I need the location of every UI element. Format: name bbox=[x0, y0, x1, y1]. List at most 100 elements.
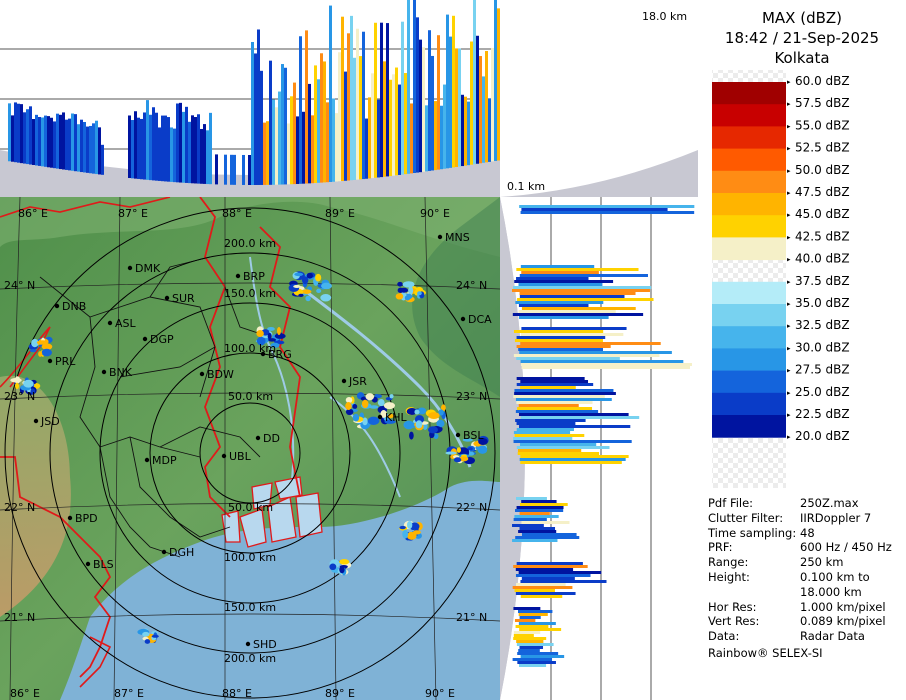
profile-echo bbox=[518, 413, 629, 416]
city-marker bbox=[67, 515, 73, 521]
profile-echo bbox=[95, 120, 98, 175]
echo-cell bbox=[14, 376, 21, 384]
profile-echo bbox=[516, 640, 544, 643]
echo-cell bbox=[315, 273, 322, 282]
echo-cell bbox=[361, 399, 369, 409]
profile-echo bbox=[62, 112, 65, 170]
profile-echo bbox=[428, 30, 431, 171]
echo-cell bbox=[395, 293, 404, 300]
profile-echo bbox=[398, 84, 401, 175]
profile-echo bbox=[513, 637, 547, 640]
profile-echo bbox=[516, 277, 589, 280]
profile-echo bbox=[516, 583, 566, 586]
lon-label-86-bottom: 86° E bbox=[10, 687, 40, 700]
echo-cell bbox=[142, 631, 150, 637]
city-marker bbox=[47, 358, 53, 364]
profile-echo bbox=[479, 56, 482, 164]
echo-cell bbox=[377, 398, 385, 407]
city-label: DMK bbox=[135, 262, 161, 275]
profile-echo bbox=[155, 112, 158, 181]
profile-echo bbox=[519, 292, 636, 295]
profile-echo bbox=[248, 154, 251, 185]
echo-cell bbox=[339, 565, 345, 574]
city-markers: DMK BRP MNS DNB SUR ASL DGP DCA PRL BNK BDW BRG JSR J… bbox=[33, 231, 492, 651]
profile-echo bbox=[520, 342, 661, 345]
echo-cell bbox=[298, 293, 304, 297]
profile-echo bbox=[311, 115, 314, 184]
profile-echo bbox=[517, 652, 559, 655]
profile-echo bbox=[518, 348, 604, 351]
profile-echo bbox=[516, 497, 547, 500]
color-legend: ▸ 60.0 dBZ ▸ 57.5 dBZ ▸ 55.0 dBZ ▸ 52.5 dBZ ▸ 50.… bbox=[712, 70, 850, 488]
echo-cell bbox=[406, 407, 418, 415]
profile-echo bbox=[516, 357, 620, 360]
lon-label-86-top: 86° E bbox=[18, 207, 48, 220]
profile-echo bbox=[514, 280, 614, 283]
right-profile-svg bbox=[500, 197, 698, 700]
profile-echo bbox=[516, 422, 576, 425]
profile-echo bbox=[520, 265, 595, 268]
profile-echo bbox=[513, 607, 541, 610]
echo-cell bbox=[428, 412, 440, 419]
city-label: ASL bbox=[115, 317, 137, 330]
sea bbox=[60, 480, 500, 700]
profile-echo bbox=[470, 41, 473, 165]
echo-cell bbox=[441, 404, 446, 412]
profile-echo bbox=[152, 107, 155, 181]
right-profile-echoes bbox=[512, 205, 695, 667]
profile-echo bbox=[516, 401, 593, 404]
echo-cell bbox=[467, 447, 473, 451]
profile-echo bbox=[341, 16, 344, 182]
profile-echo bbox=[520, 416, 640, 419]
echo-cell bbox=[320, 282, 332, 290]
echo-cell bbox=[352, 413, 360, 422]
echo-cell bbox=[453, 457, 462, 463]
profile-echo bbox=[185, 106, 188, 183]
city-marker bbox=[255, 435, 261, 441]
echo-cell bbox=[458, 456, 469, 462]
profile-echo bbox=[419, 39, 422, 173]
legend-tick: ▸ bbox=[787, 411, 791, 419]
echo-cell bbox=[399, 525, 406, 530]
city-label: BPD bbox=[75, 512, 98, 525]
profile-echo bbox=[520, 455, 629, 458]
echo-cell bbox=[387, 413, 394, 419]
profile-echo bbox=[206, 130, 209, 185]
profile-echo bbox=[516, 336, 606, 339]
profile-echo bbox=[521, 327, 627, 330]
ring-label-200-north: 200.0 km bbox=[224, 237, 276, 250]
legend-label: 42.5 dBZ bbox=[795, 229, 850, 243]
profile-echo bbox=[513, 565, 588, 568]
profile-echo bbox=[521, 521, 570, 524]
profile-echo bbox=[458, 48, 461, 167]
profile-echo bbox=[482, 76, 485, 163]
profile-echo bbox=[518, 283, 603, 286]
profile-echo bbox=[140, 118, 143, 180]
legend-tick: ▸ bbox=[787, 433, 791, 441]
city-marker bbox=[127, 265, 133, 271]
profile-echo bbox=[254, 53, 257, 185]
legend-swatch bbox=[712, 326, 786, 349]
city-marker bbox=[33, 418, 39, 424]
profile-corner: 18.0 km 0.1 km bbox=[500, 0, 698, 197]
echo-cell bbox=[389, 394, 394, 399]
profile-echo bbox=[514, 339, 603, 342]
profile-echo bbox=[515, 509, 564, 512]
station-label: Kolkata bbox=[774, 49, 830, 67]
city-marker bbox=[235, 273, 241, 279]
echo-cell bbox=[417, 291, 422, 296]
profile-echo bbox=[65, 119, 68, 170]
city-marker bbox=[142, 336, 148, 342]
echo-cell bbox=[345, 408, 354, 416]
profile-echo bbox=[134, 111, 137, 179]
profile-echo bbox=[224, 154, 227, 185]
profile-echo bbox=[173, 128, 176, 183]
city-marker bbox=[341, 378, 347, 384]
profile-echo bbox=[497, 8, 500, 161]
echo-cell bbox=[256, 336, 266, 346]
lon-label-90-bottom: 90° E bbox=[425, 687, 455, 700]
profile-echo bbox=[519, 295, 625, 298]
profile-echo bbox=[515, 536, 580, 539]
legend-swatch bbox=[712, 148, 786, 172]
info-label: Data: bbox=[708, 629, 740, 644]
